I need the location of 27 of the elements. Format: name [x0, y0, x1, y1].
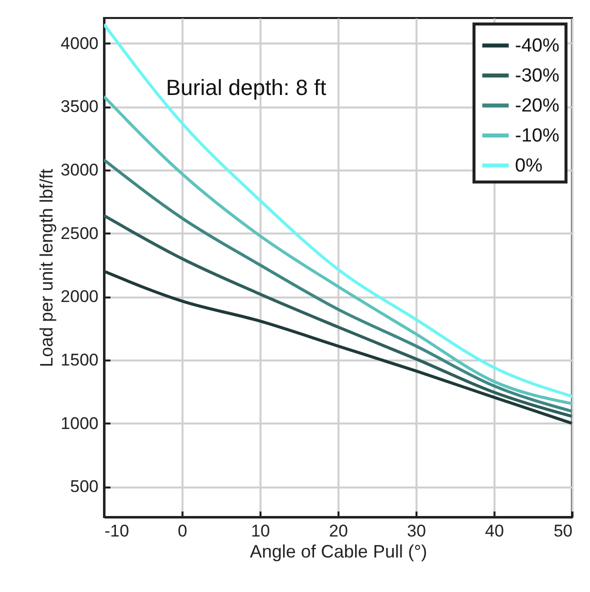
x-tick-label: -10 — [104, 522, 130, 540]
y-axis-title: Load per unit length lbf/ft — [36, 168, 57, 368]
y-tick-label: 2000 — [60, 287, 98, 306]
y-tick-label: 3000 — [60, 160, 98, 180]
x-axis-title: Angle of Cable Pull (°) — [250, 542, 428, 562]
legend-label: -30% — [515, 66, 560, 86]
x-tick-label: 30 — [407, 522, 426, 540]
y-tick-label: 500 — [70, 477, 98, 496]
x-tick-label: 40 — [485, 522, 504, 540]
line-series — [104, 22, 572, 398]
x-tick-label: 0 — [178, 522, 188, 540]
x-tick-label: 50 — [554, 522, 572, 540]
x-tick-label: 10 — [251, 522, 270, 540]
line-series — [104, 270, 572, 425]
annotation: Burial depth: 8 ft — [166, 75, 326, 100]
legend-label: -40% — [515, 36, 560, 56]
y-tick-label: 3500 — [60, 97, 98, 116]
line-series — [104, 214, 572, 418]
x-tick-label: 20 — [329, 522, 348, 540]
line-series — [104, 158, 572, 413]
y-tick-label: 1500 — [60, 350, 98, 370]
legend-label: 0% — [515, 156, 543, 176]
legend-label: -10% — [515, 126, 560, 146]
y-tick-label: 4000 — [60, 34, 98, 53]
legend-label: -20% — [515, 96, 560, 116]
y-tick-label: 1000 — [60, 414, 98, 433]
y-tick-label: 2500 — [60, 224, 98, 243]
